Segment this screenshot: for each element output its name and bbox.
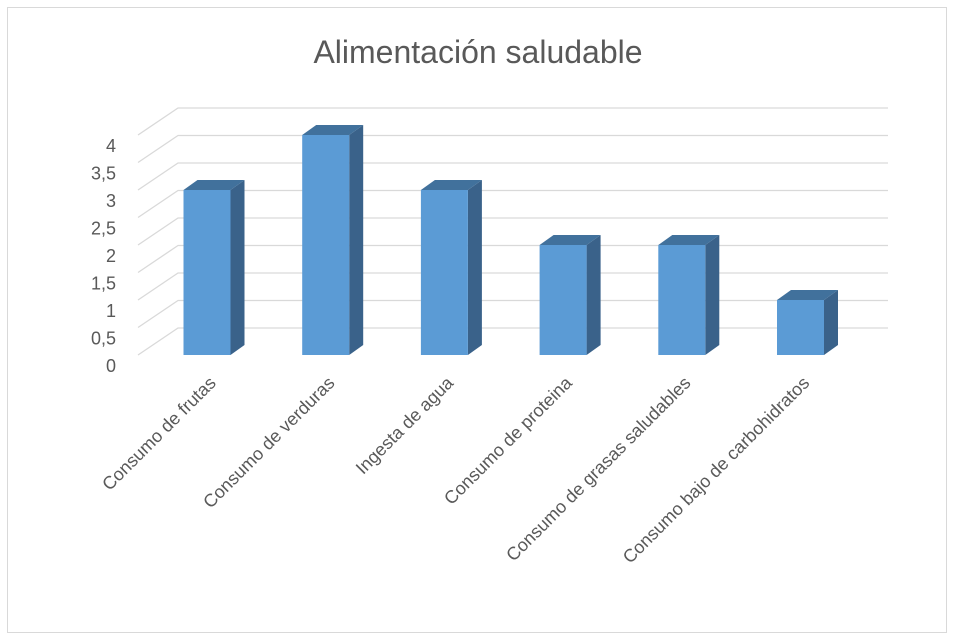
- y-tick-label: 0,5: [91, 329, 116, 349]
- y-tick-label: 4: [106, 136, 116, 156]
- gridline: [137, 299, 888, 329]
- x-category-label: Consumo bajo de carbohidratos: [619, 373, 814, 568]
- bar: [777, 290, 838, 355]
- bars: [183, 125, 838, 355]
- bar-top: [658, 235, 720, 245]
- bar-front: [302, 135, 350, 355]
- x-category-label: Consumo de grasas saludables: [502, 373, 694, 565]
- y-tick-label: 3,5: [91, 164, 116, 184]
- x-category-label: Consumo de verduras: [199, 373, 338, 512]
- gridline: [137, 244, 888, 274]
- bar-top: [183, 180, 245, 190]
- x-category-label: Consumo de frutas: [98, 373, 220, 495]
- y-tick-label: 0: [106, 356, 116, 376]
- gridline: [137, 134, 888, 164]
- bar-side: [349, 125, 364, 355]
- x-category-label: Consumo de proteina: [440, 372, 577, 509]
- bar: [658, 235, 720, 355]
- bar: [302, 125, 364, 355]
- bar-side: [586, 235, 601, 355]
- bar: [539, 235, 601, 355]
- y-tick-label: 2: [106, 246, 116, 266]
- gridline: [137, 272, 888, 301]
- bar-front: [539, 245, 587, 355]
- bar-top: [539, 235, 601, 245]
- bar-top: [420, 180, 482, 190]
- gridline: [137, 189, 888, 219]
- x-category-label: Ingesta de agua: [352, 372, 458, 478]
- gridline: [137, 217, 888, 246]
- bar-front: [183, 190, 231, 355]
- bar-side: [230, 180, 245, 355]
- bar-front: [658, 245, 706, 355]
- y-tick-label: 2,5: [91, 219, 116, 239]
- bar-side: [705, 235, 720, 355]
- bar-top: [777, 290, 838, 300]
- gridline: [137, 107, 888, 136]
- gridline: [137, 162, 888, 191]
- y-tick-label: 1,5: [91, 274, 116, 294]
- gridline: [137, 327, 888, 356]
- bar: [183, 180, 245, 355]
- bar-side: [824, 290, 838, 355]
- bar-front: [777, 300, 824, 355]
- y-tick-label: 1: [106, 301, 116, 321]
- gridlines: [137, 107, 888, 356]
- chart-title: Alimentación saludable: [313, 34, 643, 70]
- bar-top: [302, 125, 364, 135]
- bar-front: [420, 190, 468, 355]
- bar: [420, 180, 482, 355]
- y-tick-label: 3: [106, 191, 116, 211]
- bar-side: [467, 180, 482, 355]
